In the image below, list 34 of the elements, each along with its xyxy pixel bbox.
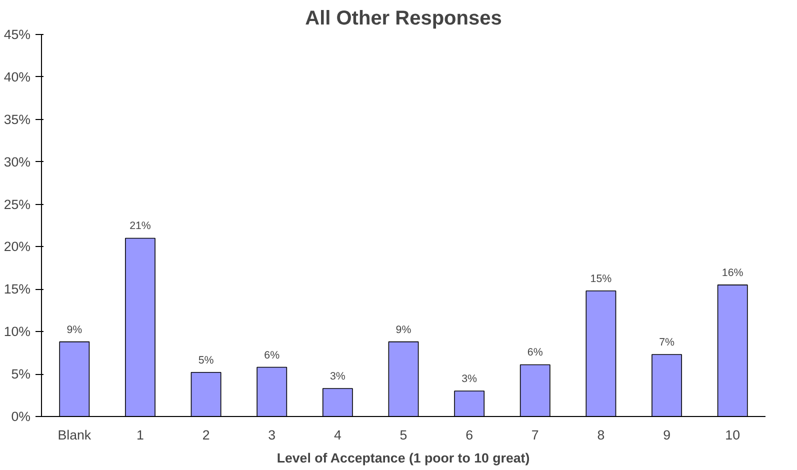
data-label: 9% xyxy=(396,324,412,336)
x-axis-title: Level of Acceptance (1 poor to 10 great) xyxy=(276,450,530,466)
data-label: 21% xyxy=(130,220,152,232)
x-tick-label: 7 xyxy=(531,428,539,442)
data-label: 6% xyxy=(527,346,544,359)
data-label: 5% xyxy=(198,354,214,366)
data-label: 6% xyxy=(264,349,280,362)
x-tick-label: 1 xyxy=(136,428,144,442)
data-label: 3% xyxy=(462,373,478,386)
y-tick-label: 45% xyxy=(4,27,31,42)
data-label: 16% xyxy=(722,266,744,279)
x-tick-label: 9 xyxy=(663,428,670,442)
x-tick-label: Blank xyxy=(58,428,92,442)
y-tick-label: 35% xyxy=(4,112,31,127)
y-tick-label: 25% xyxy=(4,196,31,212)
y-tick-label: 30% xyxy=(4,154,31,170)
data-label: 7% xyxy=(659,336,675,349)
chart-title: All Other Responses xyxy=(305,8,502,30)
x-tick-label: 10 xyxy=(725,428,740,442)
y-tick-label: 20% xyxy=(4,239,31,254)
x-tick-label: 8 xyxy=(597,428,605,442)
y-tick-label: 10% xyxy=(4,324,31,340)
x-tick-label: 4 xyxy=(334,428,342,442)
y-tick-label: 15% xyxy=(4,282,31,297)
y-tick-label: 5% xyxy=(11,366,31,382)
x-tick-label: 3 xyxy=(268,428,276,442)
data-label: 3% xyxy=(330,370,346,382)
x-tick-label: 5 xyxy=(400,428,408,442)
x-tick-label: 6 xyxy=(466,428,474,442)
data-label: 9% xyxy=(66,324,83,336)
y-tick-label: 0% xyxy=(11,409,31,424)
data-label: 15% xyxy=(590,272,612,285)
x-tick-label: 2 xyxy=(202,428,210,442)
y-tick-label: 40% xyxy=(4,69,31,84)
